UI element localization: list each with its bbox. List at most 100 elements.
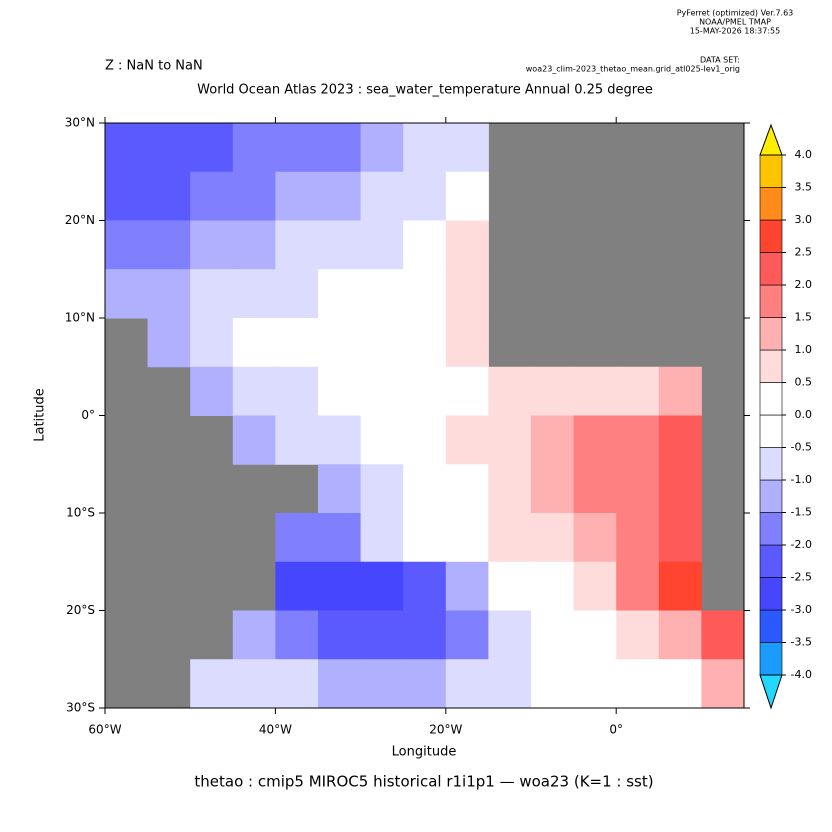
colorbar-swatch	[759, 219, 783, 253]
heat-cell	[658, 610, 702, 660]
heat-cell	[531, 610, 575, 660]
x-tick-label: 0°	[609, 723, 623, 737]
colorbar-label: 2.0	[795, 278, 813, 291]
heat-cell	[488, 366, 532, 416]
colorbar-swatch	[759, 642, 783, 676]
heat-cell	[360, 318, 404, 368]
y-tick-label: 10°S	[66, 506, 95, 520]
heat-cell	[360, 171, 404, 221]
heat-cell	[616, 513, 660, 563]
x-tick-label: 60°W	[88, 723, 121, 737]
heat-cell	[403, 415, 447, 465]
heat-cell	[488, 659, 532, 709]
colorbar-under	[759, 674, 783, 710]
heat-cell	[105, 123, 149, 173]
heat-cell	[403, 610, 447, 660]
header-line: 15-MAY-2026 18:37:55	[690, 27, 780, 36]
heat-cell	[403, 659, 447, 709]
heat-cell	[147, 220, 191, 270]
colorbar-swatch	[759, 382, 783, 416]
heat-cell	[318, 513, 362, 563]
heat-cell	[488, 610, 532, 660]
colorbar-label: -1.5	[791, 506, 812, 519]
heat-cell	[318, 366, 362, 416]
y-tick-label: 20°S	[66, 603, 95, 617]
heat-cell	[275, 659, 319, 709]
heat-cell	[318, 561, 362, 611]
heat-cell	[318, 415, 362, 465]
chart-title: World Ocean Atlas 2023 : sea_water_tempe…	[197, 83, 653, 98]
heat-cell	[360, 659, 404, 709]
heat-cell	[147, 318, 191, 368]
heat-cell	[445, 659, 489, 709]
heat-cell	[445, 123, 489, 173]
heat-cell	[318, 220, 362, 270]
colorbar-swatch	[759, 252, 783, 286]
heat-cell	[318, 123, 362, 173]
z-range: Z : NaN to NaN	[105, 59, 203, 74]
heat-cell	[616, 659, 660, 709]
heat-cell	[403, 513, 447, 563]
heat-cell	[403, 269, 447, 319]
heat-cell	[573, 561, 617, 611]
heat-cell	[658, 513, 702, 563]
colorbar-label: -3.0	[791, 603, 812, 616]
heat-cell	[445, 513, 489, 563]
heat-cell	[360, 220, 404, 270]
heat-cell	[105, 171, 149, 221]
heat-cell	[232, 220, 276, 270]
heat-cell	[190, 659, 234, 709]
colorbar-swatch	[759, 447, 783, 481]
heat-cell	[616, 464, 660, 514]
heat-cell	[445, 171, 489, 221]
y-tick-label: 10°N	[65, 311, 95, 325]
heat-cell	[445, 464, 489, 514]
heat-cell	[658, 659, 702, 709]
colorbar-label: -1.0	[791, 473, 812, 486]
heat-cell	[360, 561, 404, 611]
heat-cell	[190, 220, 234, 270]
heat-cell	[531, 561, 575, 611]
heat-cell	[531, 464, 575, 514]
heat-cell	[616, 366, 660, 416]
heat-cell	[445, 415, 489, 465]
heat-cell	[318, 318, 362, 368]
heat-cell	[318, 610, 362, 660]
heat-cell	[275, 366, 319, 416]
heat-cell	[445, 610, 489, 660]
heat-cell	[616, 415, 660, 465]
heat-cell	[403, 123, 447, 173]
heat-cell	[232, 659, 276, 709]
heat-cell	[318, 171, 362, 221]
heat-cell	[232, 415, 276, 465]
x-tick-label: 20°W	[429, 723, 462, 737]
heat-cell	[360, 513, 404, 563]
colorbar-label: 1.0	[795, 343, 813, 356]
colorbar-label: -0.5	[791, 441, 812, 454]
colorbar-label: -4.0	[791, 668, 812, 681]
colorbar-swatch	[759, 284, 783, 318]
heat-cell	[190, 318, 234, 368]
heat-cell	[445, 561, 489, 611]
heat-cell	[360, 366, 404, 416]
colorbar-label: -2.0	[791, 538, 812, 551]
heat-cell	[147, 123, 191, 173]
heat-cell	[488, 415, 532, 465]
colorbar-label: 4.0	[795, 148, 813, 161]
heat-cell	[190, 366, 234, 416]
heat-cell	[232, 171, 276, 221]
colorbar-label: 0.5	[795, 376, 813, 389]
heat-cell	[318, 269, 362, 319]
heat-cell	[616, 561, 660, 611]
heat-cell	[573, 659, 617, 709]
heat-cell	[488, 513, 532, 563]
plot-area: 60°W 40°W 20°W 0° 30°N 20°N 10°N 0° 10°S 20°S 30°S	[65, 116, 750, 737]
y-tick-label: 30°N	[65, 116, 95, 130]
heat-cell	[232, 318, 276, 368]
heat-cell	[445, 366, 489, 416]
colorbar-label: 1.5	[795, 311, 813, 324]
colorbar-swatch	[759, 187, 783, 221]
heat-cell	[232, 123, 276, 173]
heat-cell	[445, 220, 489, 270]
